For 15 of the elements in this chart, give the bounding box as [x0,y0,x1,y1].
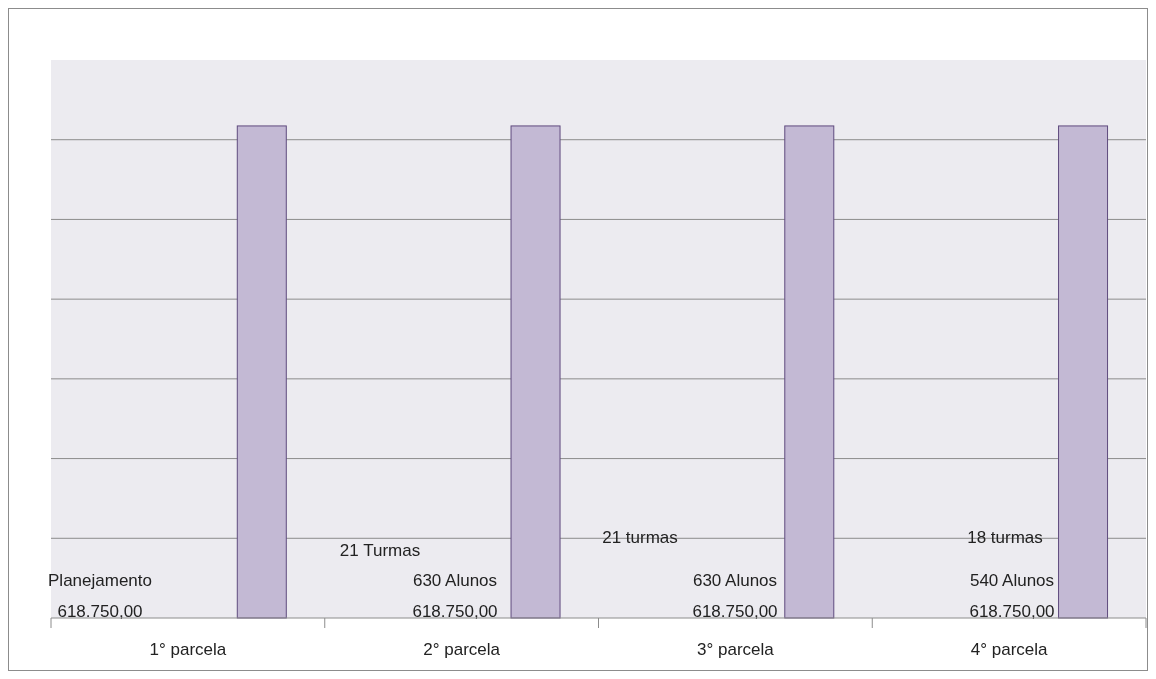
x-tick-label: 1° parcela [149,640,227,659]
annotation: 618.750,00 [969,602,1055,621]
annotation: 18 turmas [967,528,1043,547]
annotation: Planejamento [48,571,152,590]
annotation: 618.750,00 [412,602,498,621]
annotation: 618.750,00 [57,602,143,621]
annotation: 21 turmas [602,528,678,547]
annotation: 618.750,00 [692,602,778,621]
annotation: 540 Alunos [969,571,1055,590]
annotation: 21 Turmas [339,541,421,560]
annotation: 630 Alunos [692,571,778,590]
x-tick-label: 2° parcela [423,640,501,659]
x-tick-label: 4° parcela [970,640,1049,659]
x-tick-label: 3° parcela [697,640,775,659]
annotation: 630 Alunos [412,571,498,590]
